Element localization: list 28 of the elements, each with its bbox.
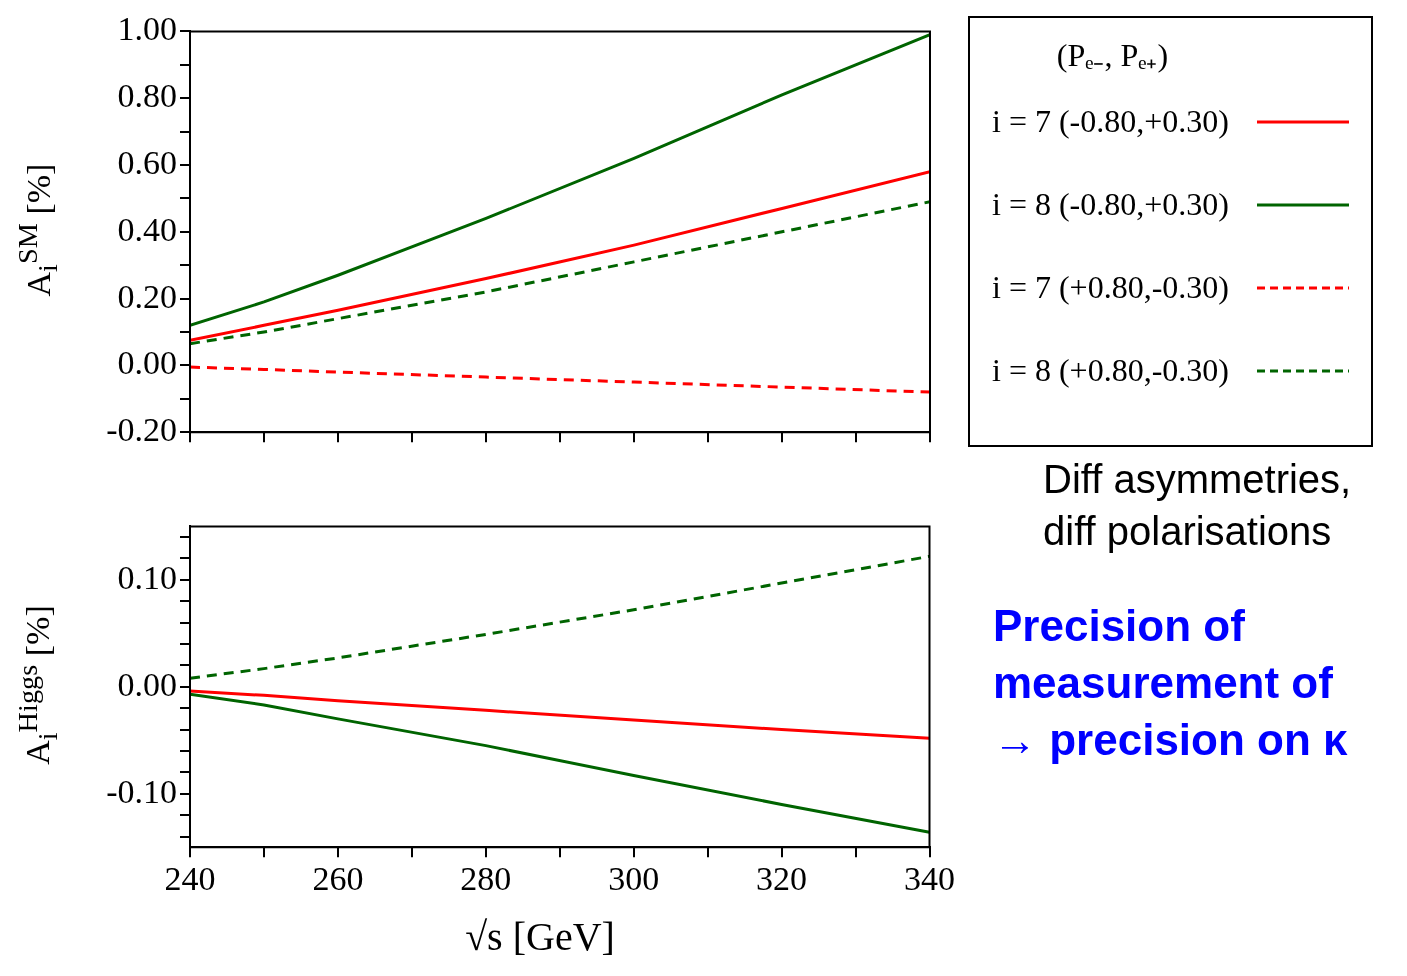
y-tick-label: 1.00	[117, 10, 177, 48]
x-tick-label: 300	[608, 859, 660, 897]
x-tick-label: 280	[460, 859, 512, 897]
x-tick-label: 260	[312, 859, 364, 897]
legend-label: i = 8 (+0.80,-0.30)	[992, 352, 1229, 389]
text: Diff asymmetries, diff polarisations	[1043, 456, 1353, 555]
y-tick-label: 0.20	[117, 277, 177, 315]
x-axis-title: √s [GeV]	[464, 913, 616, 960]
x-tick-label: 240	[164, 859, 216, 897]
legend-label: i = 7 (-0.80,+0.30)	[992, 103, 1229, 140]
y-tick-label: 0.00	[117, 344, 177, 382]
text: → precision on κ	[993, 714, 1349, 767]
y-tick-label: 0.60	[117, 143, 177, 181]
legend-label: i = 7 (+0.80,-0.30)	[992, 269, 1229, 306]
legend-title: (Pₑ₋, Pₑ₊)	[1055, 36, 1170, 75]
y-tick-label: 0.80	[117, 77, 177, 115]
text: Precision of measurement of	[993, 600, 1334, 710]
y-tick-label: 0.00	[117, 665, 177, 703]
y-tick-label: 0.10	[117, 558, 177, 596]
y-tick-label: -0.20	[106, 411, 177, 449]
legend-label: i = 8 (-0.80,+0.30)	[992, 186, 1229, 223]
line-series	[190, 200, 930, 346]
line-series	[190, 554, 930, 680]
y-tick-label: -0.10	[106, 772, 177, 810]
x-tick-label: 340	[904, 859, 955, 897]
x-tick-label: 320	[756, 859, 808, 897]
y-tick-label: 0.40	[117, 210, 177, 248]
line-series	[190, 365, 930, 394]
